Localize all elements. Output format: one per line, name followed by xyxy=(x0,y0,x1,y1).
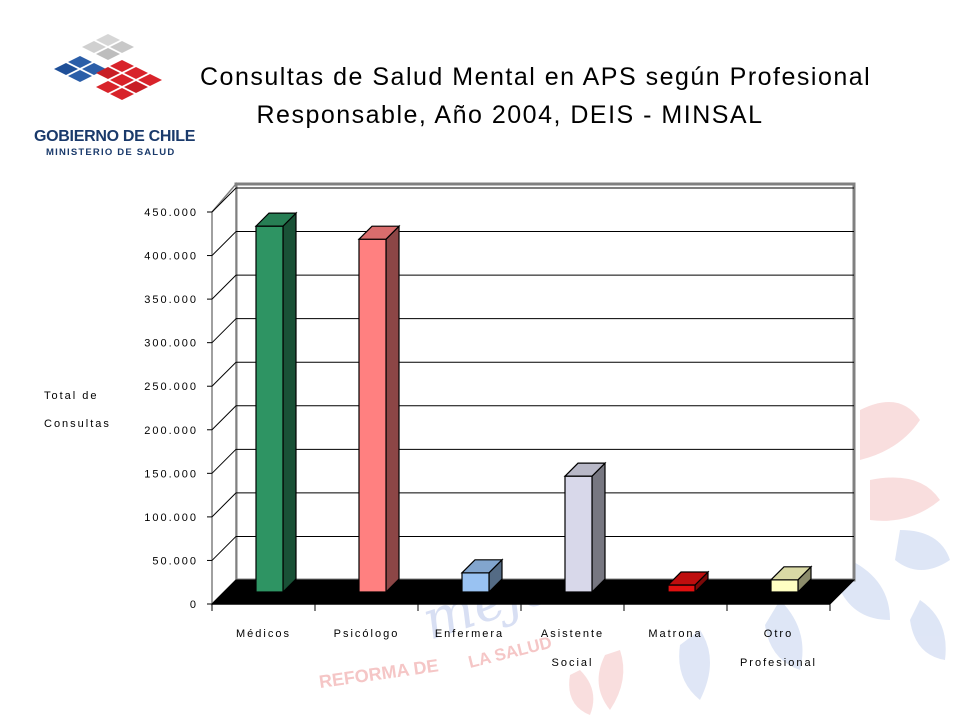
y-axis-label: Total de Consultas xyxy=(44,382,124,438)
bar xyxy=(254,211,298,594)
x-tick-label: Matrona xyxy=(648,628,702,640)
y-axis-ticks: 0 50.000 100.000 150.000 200.000 250.000 300.0… xyxy=(144,207,198,611)
x-tick-label: Psicólogo xyxy=(334,628,400,640)
y-tick-label: 150.000 xyxy=(144,468,198,480)
bar-top xyxy=(563,462,607,477)
y-tick-label: 0 xyxy=(190,599,198,611)
logo-text-gobierno: GOBIERNO DE CHILE xyxy=(34,128,196,145)
x-axis-labels: Médicos Psicólogo Enfermera Asistente Social… xyxy=(211,604,831,669)
x-tick-label-line2: Profesional xyxy=(740,657,817,669)
logo-text-ministerio: MINISTERIO DE SALUD xyxy=(46,147,176,158)
gridline-side xyxy=(211,318,237,344)
y-tick-label: 100.000 xyxy=(144,512,198,524)
gridline-side xyxy=(211,274,237,300)
y-tick-label: 250.000 xyxy=(144,381,198,393)
gridline-side xyxy=(211,405,237,431)
bar xyxy=(357,224,401,594)
bar xyxy=(563,461,607,594)
bar-top xyxy=(769,566,813,581)
x-tick-label: Otro xyxy=(764,628,793,640)
x-tick-label: Enfermera xyxy=(435,628,504,640)
bar-top xyxy=(460,559,504,574)
chart-title-line1: Consultas de Salud Mental en APS según P… xyxy=(200,63,872,91)
bar-top xyxy=(357,225,401,240)
y-axis-label-line2: Consultas xyxy=(44,418,111,430)
y-tick-label: 350.000 xyxy=(144,294,198,306)
bar-front xyxy=(461,572,490,593)
chart-title: Consultas de Salud Mental en APS según P… xyxy=(200,58,872,134)
x-tick-label-line2: Social xyxy=(552,657,594,669)
bar-top xyxy=(254,212,298,227)
bar-front xyxy=(564,475,593,593)
x-tick-label: Asistente xyxy=(541,628,604,640)
gridline-side xyxy=(211,231,237,256)
chart-title-line2: Responsable, Año 2004, DEIS - MINSAL xyxy=(256,101,764,129)
y-tick-label: 300.000 xyxy=(144,338,198,350)
y-tick-label: 50.000 xyxy=(152,555,198,567)
bar-side xyxy=(282,211,297,594)
bar xyxy=(460,558,504,594)
gridline-side xyxy=(211,361,237,387)
bar-front xyxy=(667,584,696,593)
bar-front xyxy=(770,579,799,593)
gridline-side xyxy=(211,536,237,561)
gridline-side xyxy=(211,492,237,518)
bar-top xyxy=(666,571,710,586)
y-tick-label: 450.000 xyxy=(144,207,198,219)
gobierno-de-chile-logo-icon xyxy=(54,34,162,100)
bar xyxy=(769,565,813,594)
gridline-side xyxy=(211,448,237,474)
bar-side xyxy=(385,224,400,594)
chart-back-wall xyxy=(234,182,856,582)
chart-grid xyxy=(207,181,856,606)
y-tick-label: 400.000 xyxy=(144,251,198,263)
bar-side xyxy=(591,461,606,594)
chart-side-wall xyxy=(211,181,237,606)
y-axis-label-line1: Total de xyxy=(44,390,99,402)
x-tick-label: Médicos xyxy=(236,628,291,640)
bar-front xyxy=(358,238,387,593)
chart-bars xyxy=(254,211,813,594)
y-tick-label: 200.000 xyxy=(144,425,198,437)
bar xyxy=(666,570,710,594)
gridline-side xyxy=(211,187,237,213)
chart-floor-plane xyxy=(210,579,856,605)
chart-floor xyxy=(210,579,856,605)
bar-front xyxy=(255,225,284,593)
